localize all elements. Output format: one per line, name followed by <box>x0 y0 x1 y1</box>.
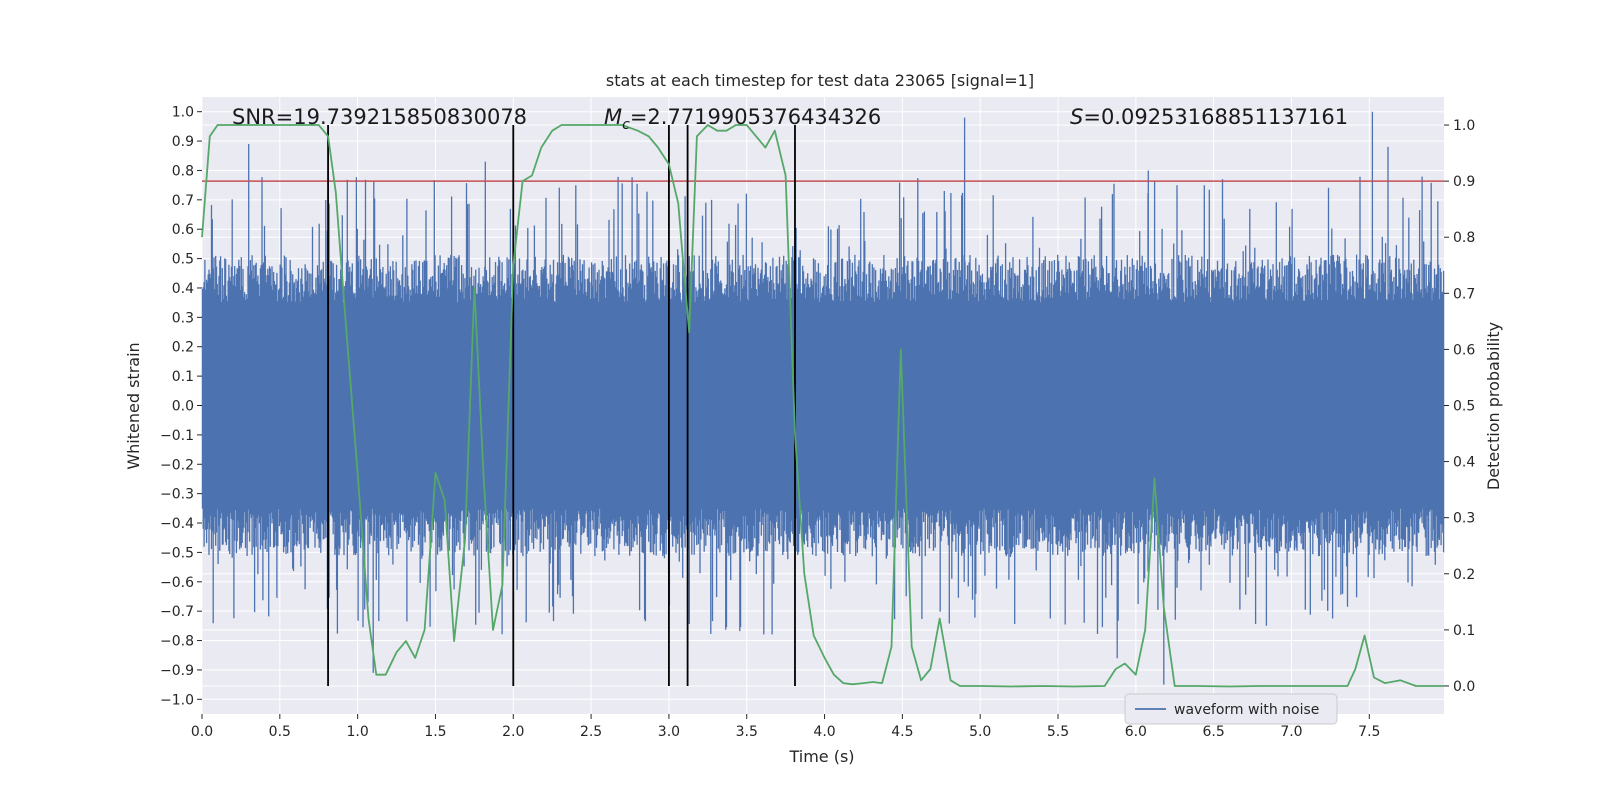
legend-box <box>1124 693 1338 725</box>
x-tick-label: 1.0 <box>347 724 369 740</box>
x-tick-label: 4.0 <box>813 724 835 740</box>
probability-series <box>201 124 1444 688</box>
y-right-tick-label: 0.6 <box>1453 342 1475 358</box>
y-left-tick-label: −0.8 <box>160 634 194 650</box>
y-left-tick-label: 0.0 <box>172 399 194 415</box>
y-left-tick-label: −0.2 <box>160 457 194 473</box>
x-tick-label: 1.5 <box>424 724 446 740</box>
axes: 0.0 0.5 1.0 1.5 2.0 2.5 3.0 3.5 4.0 4.5 5.0 5.5 6.0 6… <box>160 105 1475 740</box>
x-tick-label: 6.0 <box>1125 724 1147 740</box>
y-axis-right-label: Detection probability <box>1484 322 1503 490</box>
y-left-tick-label: 0.5 <box>172 252 194 268</box>
legend: waveform with noise <box>1124 693 1338 725</box>
snr-annotation: SNR=19.739215850830078 <box>232 105 527 129</box>
x-tick-label: 3.0 <box>658 724 680 740</box>
y-left-tick-label: 0.1 <box>172 369 194 385</box>
y-left-tick-label: 0.6 <box>172 222 194 238</box>
s-symbol: S <box>1070 105 1083 129</box>
y-left-tick-label: −0.4 <box>160 516 194 532</box>
x-tick-label: 0.0 <box>191 724 213 740</box>
x-tick-label: 7.0 <box>1280 724 1302 740</box>
probability-line <box>201 124 1444 688</box>
x-tick-label: 0.5 <box>269 724 291 740</box>
y-left-tick-label: −0.1 <box>160 428 194 444</box>
y-right-tick-label: 0.7 <box>1453 286 1475 302</box>
vertical-markers <box>327 125 796 686</box>
chart-title: stats at each timestep for test data 230… <box>606 71 1034 90</box>
y-left-tick-label: 1.0 <box>172 105 194 121</box>
y-right-tick-label: 0.1 <box>1453 623 1475 639</box>
mc-subscript: c <box>622 117 630 133</box>
y-left-tick-label: −0.7 <box>160 604 194 620</box>
x-axis-label: Time (s) <box>788 747 854 766</box>
y-left-tick-label: −0.3 <box>160 487 194 503</box>
mc-value: =2.7719905376434326 <box>630 105 881 129</box>
y-right-tick-label: 0.5 <box>1453 399 1475 415</box>
x-tick-label: 4.5 <box>891 724 913 740</box>
y-left-tick-label: 0.7 <box>172 193 194 209</box>
y-left-tick-label: 0.4 <box>172 281 194 297</box>
y-left-tick-label: −0.9 <box>160 663 194 679</box>
x-tick-label: 2.5 <box>580 724 602 740</box>
x-tick-label: 3.5 <box>736 724 758 740</box>
x-tick-label: 6.5 <box>1203 724 1225 740</box>
x-tick-label: 5.5 <box>1047 724 1069 740</box>
y-right-tick-label: 0.3 <box>1453 511 1475 527</box>
mc-symbol: M <box>604 105 622 129</box>
s-value: =0.09253168851137161 <box>1083 105 1348 129</box>
mc-annotation: Mc=2.7719905376434326 <box>604 105 881 133</box>
y-right-tick-label: 1.0 <box>1453 118 1475 134</box>
y-left-tick-label: 0.9 <box>172 134 194 150</box>
y-right-tick-label: 0.8 <box>1453 230 1475 246</box>
legend-label: waveform with noise <box>1174 702 1319 718</box>
y-left-tick-label: 0.8 <box>172 163 194 179</box>
x-tick-label: 5.0 <box>969 724 991 740</box>
y-left-tick-label: −0.6 <box>160 575 194 591</box>
y-right-tick-label: 0.0 <box>1453 679 1475 695</box>
y-axis-left-label: Whitened strain <box>124 342 143 469</box>
y-right-tick-label: 0.2 <box>1453 567 1475 583</box>
y-left-tick-label: 0.3 <box>172 310 194 326</box>
x-tick-label: 7.5 <box>1358 724 1380 740</box>
x-tick-label: 2.0 <box>502 724 524 740</box>
s-annotation: S=0.09253168851137161 <box>1070 105 1348 129</box>
y-right-tick-label: 0.4 <box>1453 455 1475 471</box>
y-right-tick-label: 0.9 <box>1453 174 1475 190</box>
y-left-tick-label: −1.0 <box>160 692 194 708</box>
y-left-tick-label: 0.2 <box>172 340 194 356</box>
y-left-tick-label: −0.5 <box>160 545 194 561</box>
